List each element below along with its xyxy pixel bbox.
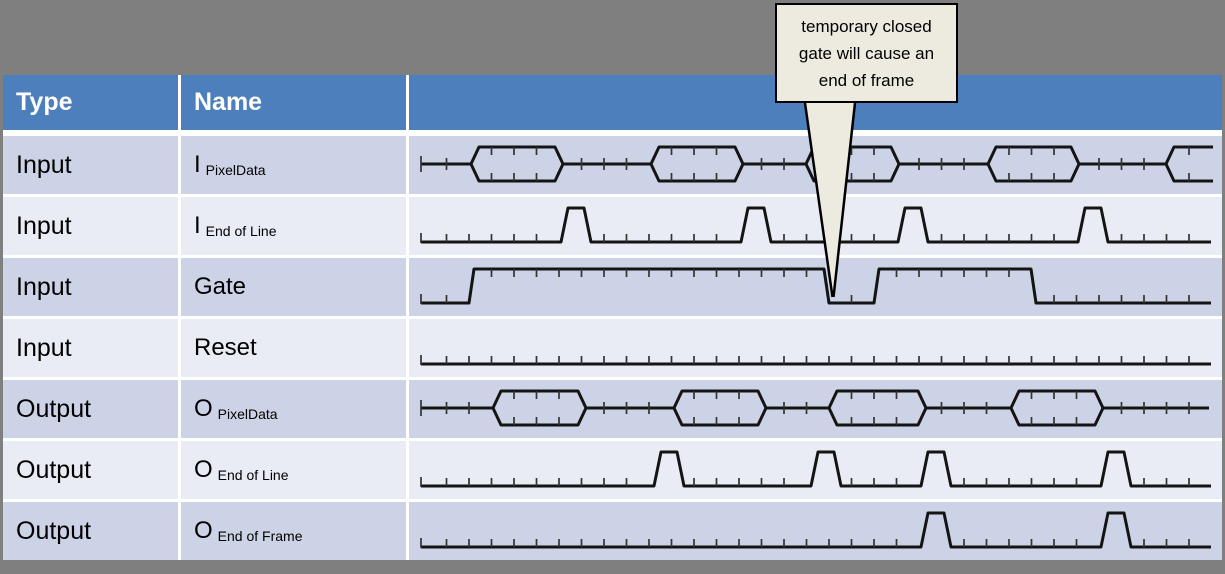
row-name: O End of Frame — [181, 502, 406, 560]
row-name: O PixelData — [181, 380, 406, 438]
row-name: Reset — [181, 319, 406, 377]
signal-name-subscript: End of Line — [205, 223, 277, 239]
waveform-cell — [409, 441, 1222, 499]
callout: temporary closed gate will cause an end … — [775, 3, 958, 103]
row-type: Input — [3, 258, 178, 316]
row-type: Input — [3, 197, 178, 255]
signal-name-subscript: PixelData — [217, 406, 278, 422]
waveform-cell — [409, 319, 1222, 377]
row-name: I PixelData — [181, 136, 406, 194]
header-type: Type — [3, 75, 178, 130]
waveform-cell — [409, 380, 1222, 438]
row-name: O End of Line — [181, 441, 406, 499]
signal-name: O — [194, 456, 213, 483]
signal-waveform — [420, 450, 1211, 488]
callout-line: gate will cause an — [798, 43, 935, 63]
callout-line: end of frame — [818, 70, 915, 90]
row-name: I End of Line — [181, 197, 406, 255]
signal-waveform — [420, 511, 1211, 549]
signal-waveform — [420, 267, 1211, 305]
waveform-cell — [409, 502, 1222, 560]
signal-name: Gate — [194, 273, 247, 300]
signal-name: I — [194, 212, 201, 239]
signal-name: O — [194, 517, 213, 544]
row-type: Output — [3, 502, 178, 560]
signal-waveform — [420, 389, 1209, 427]
waveform-cell — [409, 136, 1222, 194]
row-name: Gate — [181, 258, 406, 316]
waveform-cell — [409, 258, 1222, 316]
timing-table: Type Name Input I PixelData Input I End of… — [3, 75, 1222, 560]
header-name: Name — [181, 75, 406, 130]
signal-waveform — [420, 145, 1213, 183]
signal-name: O — [194, 395, 213, 422]
signal-name-subscript: End of Frame — [217, 528, 303, 544]
row-type: Output — [3, 380, 178, 438]
signal-name: I — [194, 151, 201, 178]
callout-line: temporary closed — [801, 16, 932, 36]
waveform-cell — [409, 197, 1222, 255]
signal-name-subscript: End of Line — [217, 467, 289, 483]
row-type: Output — [3, 441, 178, 499]
row-type: Input — [3, 319, 178, 377]
signal-name-subscript: PixelData — [205, 162, 266, 178]
row-type: Input — [3, 136, 178, 194]
signal-waveform — [420, 355, 1211, 366]
signal-name: Reset — [194, 334, 257, 361]
signal-waveform — [420, 206, 1211, 244]
